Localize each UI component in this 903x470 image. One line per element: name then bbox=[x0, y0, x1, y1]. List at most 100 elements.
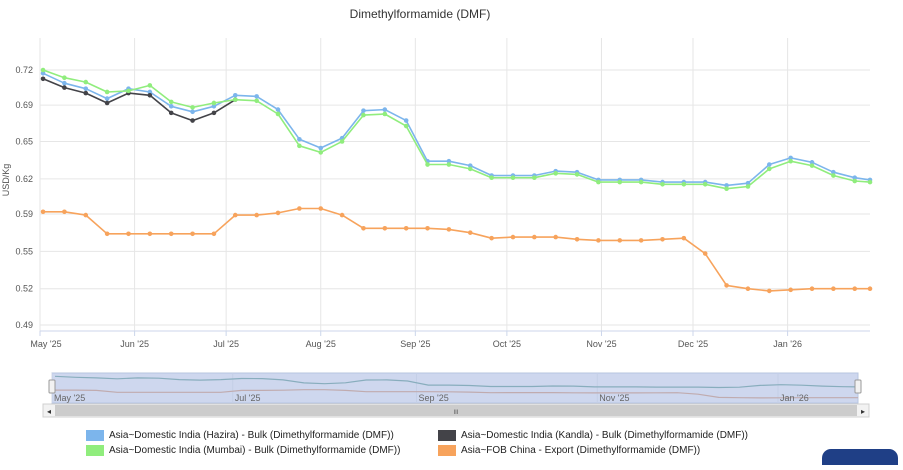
data-point[interactable] bbox=[788, 287, 793, 293]
scroll-left-icon[interactable]: ◂ bbox=[47, 407, 51, 416]
data-point[interactable] bbox=[40, 76, 46, 82]
data-point[interactable] bbox=[767, 288, 772, 294]
navigator-handle-left[interactable] bbox=[48, 379, 56, 394]
data-point[interactable] bbox=[40, 67, 46, 73]
data-point[interactable] bbox=[596, 179, 601, 185]
data-point[interactable] bbox=[446, 227, 452, 232]
data-point[interactable] bbox=[617, 238, 623, 243]
data-point[interactable] bbox=[553, 234, 558, 240]
data-point[interactable] bbox=[382, 225, 388, 231]
data-point[interactable] bbox=[510, 175, 516, 181]
data-point[interactable] bbox=[724, 283, 729, 288]
data-point[interactable] bbox=[467, 163, 473, 168]
data-point[interactable] bbox=[275, 107, 281, 112]
data-point[interactable] bbox=[40, 70, 46, 76]
data-point[interactable] bbox=[574, 236, 580, 242]
data-point[interactable] bbox=[83, 90, 89, 96]
data-point[interactable] bbox=[83, 212, 89, 218]
data-point[interactable] bbox=[168, 99, 174, 105]
data-point[interactable] bbox=[831, 286, 836, 292]
data-point[interactable] bbox=[339, 212, 345, 218]
data-point[interactable] bbox=[831, 173, 836, 178]
navigator-selection-mask[interactable] bbox=[52, 373, 858, 403]
data-point[interactable] bbox=[318, 145, 324, 151]
data-point[interactable] bbox=[126, 88, 131, 94]
data-point[interactable] bbox=[403, 118, 409, 123]
data-point[interactable] bbox=[190, 118, 195, 123]
data-point[interactable] bbox=[867, 286, 873, 292]
data-point[interactable] bbox=[62, 80, 67, 86]
data-point[interactable] bbox=[211, 100, 217, 106]
data-point[interactable] bbox=[297, 136, 302, 142]
data-point[interactable] bbox=[809, 160, 815, 165]
data-point[interactable] bbox=[788, 155, 793, 161]
data-point[interactable] bbox=[745, 180, 751, 186]
data-point[interactable] bbox=[425, 225, 430, 231]
data-point[interactable] bbox=[788, 158, 793, 164]
data-point[interactable] bbox=[702, 251, 708, 256]
data-point[interactable] bbox=[168, 110, 174, 116]
data-point[interactable] bbox=[467, 166, 473, 172]
data-point[interactable] bbox=[617, 179, 623, 185]
data-point[interactable] bbox=[297, 206, 302, 211]
data-point[interactable] bbox=[339, 139, 345, 144]
data-point[interactable] bbox=[446, 162, 452, 167]
data-point[interactable] bbox=[382, 107, 388, 112]
data-point[interactable] bbox=[211, 110, 217, 116]
data-point[interactable] bbox=[403, 225, 409, 231]
data-point[interactable] bbox=[446, 158, 452, 164]
data-point[interactable] bbox=[852, 286, 858, 292]
data-point[interactable] bbox=[532, 234, 537, 240]
data-point[interactable] bbox=[62, 75, 67, 80]
data-point[interactable] bbox=[638, 238, 644, 243]
data-point[interactable] bbox=[104, 100, 110, 106]
range-navigator[interactable]: May '25 Jul '25 Sep '25 Nov '25 Jan '26 bbox=[48, 372, 862, 404]
data-point[interactable] bbox=[724, 186, 729, 192]
data-point[interactable] bbox=[104, 89, 110, 95]
data-point[interactable] bbox=[62, 209, 67, 215]
data-point[interactable] bbox=[104, 96, 110, 101]
legend-item-fob-china[interactable]: Asia~FOB China - Export (Dimethylformami… bbox=[438, 445, 798, 456]
data-point[interactable] bbox=[126, 231, 131, 237]
data-point[interactable] bbox=[168, 103, 174, 109]
data-point[interactable] bbox=[767, 162, 772, 167]
legend-item-mumbai[interactable]: Asia~Domestic India (Mumbai) - Bulk (Dim… bbox=[86, 445, 438, 456]
data-point[interactable] bbox=[147, 92, 153, 98]
corner-badge[interactable] bbox=[822, 449, 898, 465]
data-point[interactable] bbox=[382, 111, 388, 117]
scrollbar[interactable]: ◂ ▸ III bbox=[42, 403, 870, 418]
data-point[interactable] bbox=[297, 143, 302, 149]
data-point[interactable] bbox=[745, 286, 751, 292]
data-point[interactable] bbox=[660, 182, 665, 187]
data-point[interactable] bbox=[318, 150, 324, 155]
data-point[interactable] bbox=[425, 162, 430, 167]
data-point[interactable] bbox=[232, 212, 238, 218]
data-point[interactable] bbox=[809, 163, 815, 168]
data-point[interactable] bbox=[318, 206, 324, 211]
data-point[interactable] bbox=[489, 175, 494, 181]
data-point[interactable] bbox=[724, 183, 729, 188]
navigator-handle-right[interactable] bbox=[854, 379, 862, 394]
data-point[interactable] bbox=[596, 238, 601, 243]
data-point[interactable] bbox=[510, 234, 516, 240]
data-point[interactable] bbox=[104, 231, 110, 237]
data-point[interactable] bbox=[40, 209, 46, 215]
data-point[interactable] bbox=[852, 178, 858, 184]
data-point[interactable] bbox=[831, 169, 836, 175]
data-point[interactable] bbox=[553, 171, 558, 176]
data-point[interactable] bbox=[211, 231, 217, 237]
data-point[interactable] bbox=[660, 236, 665, 242]
series-line[interactable] bbox=[42, 78, 236, 122]
data-point[interactable] bbox=[809, 286, 815, 292]
data-point[interactable] bbox=[681, 182, 687, 187]
data-point[interactable] bbox=[232, 92, 238, 98]
data-point[interactable] bbox=[147, 83, 153, 88]
data-point[interactable] bbox=[190, 105, 195, 110]
data-point[interactable] bbox=[852, 175, 858, 181]
data-point[interactable] bbox=[190, 231, 195, 237]
data-point[interactable] bbox=[638, 179, 644, 185]
data-point[interactable] bbox=[83, 79, 89, 85]
data-point[interactable] bbox=[254, 98, 259, 104]
data-point[interactable] bbox=[190, 109, 195, 115]
data-point[interactable] bbox=[489, 235, 494, 241]
